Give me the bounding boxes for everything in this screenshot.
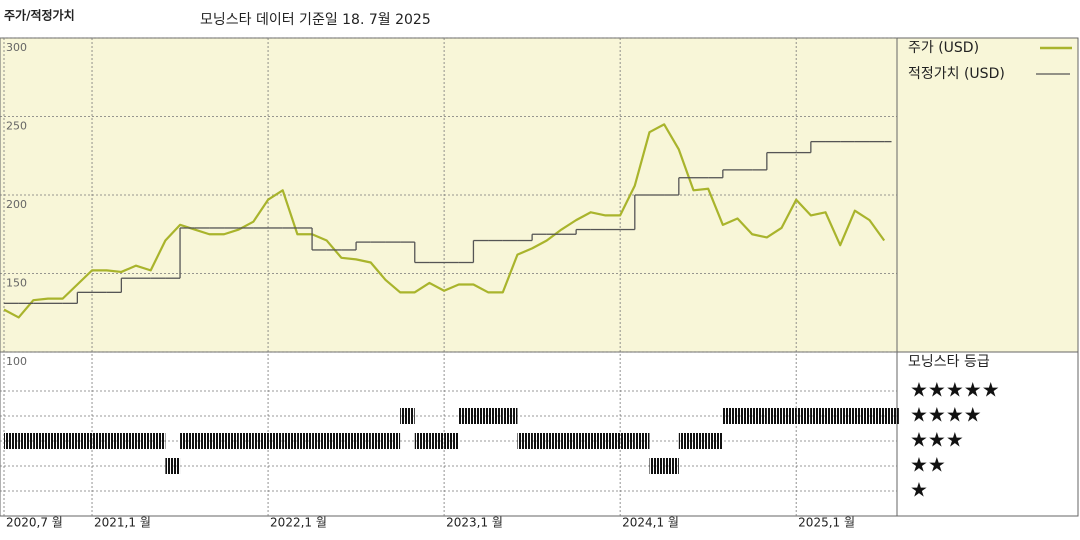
rating-bar	[781, 408, 797, 424]
rating-title: 모닝스타 등급	[908, 354, 990, 370]
plot: 100 150 200 250 300 2020,7 월 2021,1 월 2022,1 월 2…	[0, 37, 1072, 530]
rating-bar	[561, 433, 577, 449]
rating-bar	[576, 433, 591, 449]
x-tick-label: 2024,1 월	[622, 516, 679, 530]
rating-bar	[385, 433, 401, 449]
rating-bar	[209, 433, 225, 449]
y-tick-label: 150	[6, 277, 27, 290]
rating-bar	[326, 433, 342, 449]
rating-bar	[429, 433, 445, 449]
rating-bar	[224, 433, 239, 449]
rating-bar	[840, 408, 855, 424]
rating-bar	[18, 433, 34, 449]
rating-bar	[312, 433, 327, 449]
rating-bar	[62, 433, 78, 449]
rating-bar	[77, 433, 93, 449]
rating-bar	[458, 408, 474, 424]
y-tick-label: 250	[6, 120, 27, 133]
rating-bar	[693, 433, 709, 449]
rating-bar	[282, 433, 298, 449]
rating-bar	[752, 408, 767, 424]
rating-bar	[722, 408, 738, 424]
x-tick-label: 2025,1 월	[798, 516, 855, 530]
rating-bar	[810, 408, 826, 424]
x-tick-label: 2022,1 월	[270, 516, 327, 530]
rating-level-label: ★★★★★	[910, 378, 1000, 402]
rating-bar	[546, 433, 562, 449]
rating-bar	[121, 433, 137, 449]
rating-bar	[488, 408, 503, 424]
rating-bar	[253, 433, 269, 449]
rating-bar	[678, 433, 694, 449]
x-tick-label: 2023,1 월	[446, 516, 503, 530]
rating-bar	[268, 433, 283, 449]
legend-label: 주가 (USD)	[908, 40, 979, 56]
rating-bar	[136, 433, 151, 449]
rating-bar	[854, 408, 870, 424]
rating-bar	[33, 433, 49, 449]
rating-bar	[605, 433, 621, 449]
rating-bar	[238, 433, 254, 449]
rating-bar	[796, 408, 811, 424]
rating-level-label: ★★★	[910, 428, 964, 452]
rating-bar	[92, 433, 107, 449]
price-panel	[0, 38, 1078, 352]
rating-bar	[766, 408, 782, 424]
rating-bar	[825, 408, 841, 424]
rating-bar	[590, 433, 606, 449]
y-tick-label: 100	[6, 355, 27, 368]
rating-level-label: ★★	[910, 453, 946, 477]
rating-bar	[341, 433, 357, 449]
rating-level-label: ★	[910, 478, 928, 502]
rating-level-label: ★★★★	[910, 403, 982, 427]
rating-bar	[737, 408, 753, 424]
rating-bar	[869, 408, 885, 424]
price-line	[3, 123, 886, 319]
legend-label: 적정가치 (USD)	[908, 66, 1005, 82]
rating-bar	[502, 408, 518, 424]
y-tick-label: 300	[6, 41, 27, 54]
rating-bar	[165, 458, 181, 474]
y-tick-label: 200	[6, 198, 27, 211]
rating-bar	[297, 433, 313, 449]
rating-bar	[48, 433, 63, 449]
rating-bar	[634, 433, 650, 449]
rating-bar	[532, 433, 547, 449]
rating-bar	[194, 433, 210, 449]
chart-subtitle: 모닝스타 데이터 기준일 18. 7월 2025	[200, 12, 431, 28]
rating-bar	[370, 433, 386, 449]
rating-bar	[708, 433, 723, 449]
rating-bar	[356, 433, 371, 449]
rating-bar	[4, 433, 19, 449]
rating-bar	[664, 458, 679, 474]
rating-bar	[444, 433, 459, 449]
rating-bar	[649, 458, 665, 474]
rating-bar	[180, 433, 195, 449]
rating-bar	[473, 408, 489, 424]
x-tick-label: 2021,1 월	[94, 516, 151, 530]
frame	[0, 37, 1079, 517]
rating-bar	[884, 408, 899, 424]
rating-bar	[414, 433, 430, 449]
rating-bar	[106, 433, 122, 449]
rating-bar	[400, 408, 415, 424]
x-tick-label: 2020,7 월	[6, 516, 63, 530]
rating-bar	[517, 433, 533, 449]
rating-bar	[150, 433, 166, 449]
chart-title: 주가/적정가치	[4, 8, 75, 23]
rating-bar	[620, 433, 635, 449]
